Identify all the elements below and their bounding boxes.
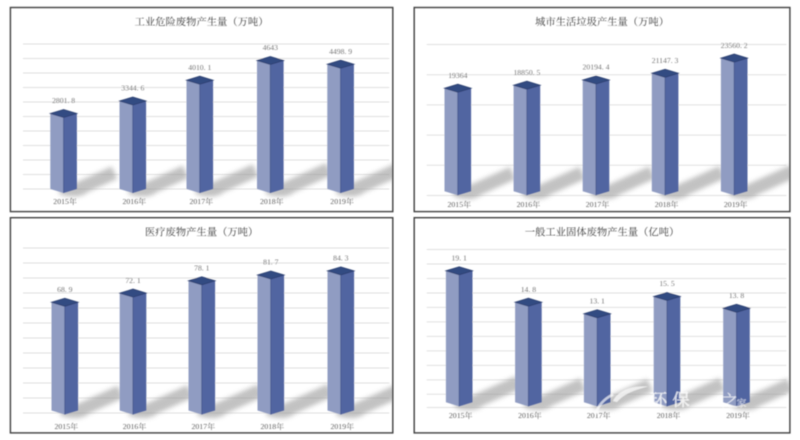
svg-text:18850. 5: 18850. 5	[513, 68, 540, 77]
svg-text:13. 1: 13. 1	[590, 297, 606, 306]
svg-text:21147. 3: 21147. 3	[652, 56, 679, 65]
svg-text:2016: 2016	[517, 200, 533, 209]
svg-text:20194. 4: 20194. 4	[583, 63, 610, 72]
svg-text:2801. 8: 2801. 8	[52, 96, 75, 105]
svg-text:14. 8: 14. 8	[521, 285, 537, 294]
svg-text:2015: 2015	[448, 200, 464, 209]
svg-text:13. 8: 13. 8	[729, 291, 745, 300]
svg-text:2017: 2017	[586, 200, 602, 209]
svg-text:19364: 19364	[448, 71, 467, 80]
svg-text:3344. 6: 3344. 6	[121, 84, 144, 93]
svg-text:4010. 1: 4010. 1	[188, 63, 211, 72]
svg-text:81. 7: 81. 7	[263, 258, 279, 267]
svg-text:19. 1: 19. 1	[452, 254, 468, 263]
svg-text:68. 9: 68. 9	[57, 285, 73, 294]
svg-text:2016: 2016	[518, 411, 534, 420]
svg-text:2019: 2019	[726, 411, 742, 420]
svg-text:2015: 2015	[55, 422, 71, 431]
svg-text:2016: 2016	[123, 197, 139, 206]
svg-text:78. 1: 78. 1	[194, 264, 210, 273]
svg-text:2015: 2015	[53, 197, 69, 206]
svg-text:2018: 2018	[260, 197, 276, 206]
svg-text:15. 5: 15. 5	[659, 279, 675, 288]
svg-text:2016: 2016	[123, 422, 139, 431]
svg-text:23560. 2: 23560. 2	[721, 41, 748, 50]
svg-text:2017: 2017	[192, 422, 208, 431]
svg-text:2019: 2019	[330, 197, 346, 206]
svg-text:2019: 2019	[331, 422, 347, 431]
svg-text:84. 3: 84. 3	[333, 254, 349, 263]
svg-text:2018: 2018	[261, 422, 277, 431]
svg-text:2018: 2018	[655, 200, 671, 209]
svg-text:2017: 2017	[190, 197, 206, 206]
svg-text:2017: 2017	[587, 411, 603, 420]
svg-text:2019: 2019	[724, 200, 740, 209]
svg-text:72. 1: 72. 1	[125, 276, 141, 285]
svg-text:4643: 4643	[263, 43, 279, 52]
svg-text:2015: 2015	[449, 411, 465, 420]
svg-text:2018: 2018	[657, 411, 673, 420]
svg-text:4498. 9: 4498. 9	[329, 47, 352, 56]
